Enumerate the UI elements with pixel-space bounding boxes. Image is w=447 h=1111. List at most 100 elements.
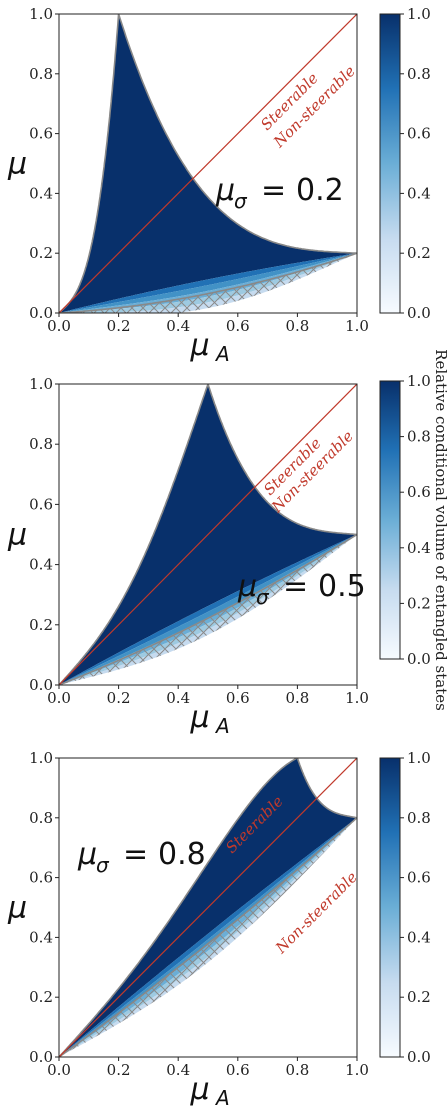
y-tick-label: 1.0 <box>29 5 53 23</box>
x-tick-label: 0.4 <box>166 317 190 335</box>
colorbar-tick-label: 0.4 <box>407 539 431 557</box>
x-tick-label: 1.0 <box>345 689 369 707</box>
plot-area <box>59 758 357 1057</box>
annotation-equals: = <box>123 837 148 872</box>
gradient-band <box>59 534 357 685</box>
colorbar-label: Relative conditional volume of entangled… <box>432 349 447 711</box>
y-tick-label: 0.4 <box>29 928 53 946</box>
x-tick-label: 0.2 <box>107 689 131 707</box>
y-tick-label: 0.0 <box>29 304 53 322</box>
upper-boundary <box>59 384 357 685</box>
colorbar-tick-label: 0.6 <box>407 869 431 887</box>
annotation-equals: = <box>261 173 286 208</box>
colorbar-gradient <box>379 380 401 660</box>
y-tick-label: 0.8 <box>29 65 53 83</box>
colorbar-tick-label: 0.6 <box>407 125 431 143</box>
x-axis-label-subscript: A <box>214 714 230 738</box>
y-tick-label: 0.8 <box>29 809 53 827</box>
hatched-region <box>59 253 357 313</box>
colorbar: 0.0 0.2 0.4 0.6 0.8 1.0 <box>379 749 431 1066</box>
mu-sigma-annotation: μσ = 0.2 <box>215 173 344 213</box>
x-tick-label: 0.6 <box>226 1061 250 1079</box>
annotation-subscript: σ <box>256 585 270 609</box>
x-tick-label: 0.8 <box>285 1061 309 1079</box>
panel-3: 0.0 0.2 0.4 0.6 0.8 1.00.00.20.40.60.81.0μ Aμμ… <box>7 749 431 1110</box>
x-tick-label: 1.0 <box>345 317 369 335</box>
x-tick-label: 0.6 <box>226 317 250 335</box>
colorbar-tick-label: 0.2 <box>407 988 431 1006</box>
plot-area <box>59 384 357 685</box>
x-axis-label-subscript: A <box>214 1086 230 1110</box>
x-tick-label: 1.0 <box>345 1061 369 1079</box>
colorbar: 0.0 0.2 0.4 0.6 0.8 1.0 Relative conditional v… <box>379 349 447 711</box>
colorbar-tick-label: 0.8 <box>407 809 431 827</box>
annotation-subscript: σ <box>234 189 248 213</box>
x-tick-label: 0.8 <box>285 689 309 707</box>
y-tick-label: 0.0 <box>29 1048 53 1066</box>
y-axis-label: μ <box>7 518 27 553</box>
colorbar-tick-label: 0.4 <box>407 184 431 202</box>
y-axis-label: μ <box>7 147 27 182</box>
y-axis-label: μ <box>7 891 27 926</box>
lower-boundary <box>59 817 357 1057</box>
annotation-symbol: μ <box>215 173 235 208</box>
colorbar-tick-label: 0.4 <box>407 928 431 946</box>
x-tick-label: 0.0 <box>47 317 71 335</box>
colorbar-tick-label: 0.0 <box>407 650 431 668</box>
annotation-value: 0.2 <box>296 173 344 208</box>
diagonal-line <box>59 14 357 313</box>
axes-frame <box>58 383 358 686</box>
upper-boundary <box>59 758 357 1057</box>
colorbar-tick-label: 0.0 <box>407 304 431 322</box>
colorbar-tick-label: 0.0 <box>407 1048 431 1066</box>
y-tick-label: 0.2 <box>29 988 53 1006</box>
x-tick-label: 0.0 <box>47 1061 71 1079</box>
x-tick-label: 0.2 <box>107 1061 131 1079</box>
gradient-band <box>59 817 357 1057</box>
x-axis-label: μ <box>189 1072 209 1107</box>
diagonal-line <box>59 758 357 1057</box>
annotation-subscript: σ <box>96 853 110 877</box>
y-tick-label: 0.4 <box>29 556 53 574</box>
x-axis-label: μ <box>189 328 209 363</box>
lower-boundary <box>59 533 357 685</box>
mu-sigma-annotation: μσ = 0.8 <box>77 837 206 877</box>
colorbar-tick-label: 0.6 <box>407 483 431 501</box>
colorbar: 0.0 0.2 0.4 0.6 0.8 1.0 <box>379 5 431 322</box>
lower-boundary <box>59 252 357 313</box>
x-tick-label: 0.0 <box>47 689 71 707</box>
annotation-symbol: μ <box>237 569 257 604</box>
mu-sigma-annotation: μσ = 0.5 <box>237 569 366 609</box>
axes-frame <box>58 13 358 314</box>
diagonal-line <box>59 384 357 685</box>
panel-2: 0.0 0.2 0.4 0.6 0.8 1.00.00.20.40.60.81.0μ Aμμ… <box>7 349 447 738</box>
y-tick-label: 1.0 <box>29 749 53 767</box>
y-tick-label: 0.6 <box>29 125 53 143</box>
colorbar-tick-label: 1.0 <box>407 372 431 390</box>
colorbar-tick-label: 0.2 <box>407 594 431 612</box>
y-tick-label: 0.6 <box>29 495 53 513</box>
colorbar-tick-label: 0.8 <box>407 428 431 446</box>
y-tick-label: 0.2 <box>29 244 53 262</box>
y-tick-label: 0.4 <box>29 184 53 202</box>
y-tick-label: 0.6 <box>29 869 53 887</box>
x-axis-label-subscript: A <box>214 342 230 366</box>
colorbar-gradient <box>379 757 401 1058</box>
x-tick-label: 0.2 <box>107 317 131 335</box>
x-tick-label: 0.8 <box>285 317 309 335</box>
annotation-value: 0.5 <box>318 569 366 604</box>
x-tick-label: 0.6 <box>226 689 250 707</box>
colorbar-gradient <box>379 13 401 314</box>
annotation-value: 0.8 <box>158 837 206 872</box>
y-tick-label: 0.0 <box>29 676 53 694</box>
colorbar-tick-label: 1.0 <box>407 749 431 767</box>
panel-1: 0.0 0.2 0.4 0.6 0.8 1.00.00.20.40.60.81.0μ Aμμ… <box>7 5 431 366</box>
plot-area <box>59 14 357 313</box>
y-tick-label: 1.0 <box>29 375 53 393</box>
y-tick-label: 0.2 <box>29 616 53 634</box>
x-tick-label: 0.4 <box>166 689 190 707</box>
annotation-symbol: μ <box>77 837 97 872</box>
gradient-band <box>59 253 357 313</box>
colorbar-tick-label: 0.8 <box>407 65 431 83</box>
